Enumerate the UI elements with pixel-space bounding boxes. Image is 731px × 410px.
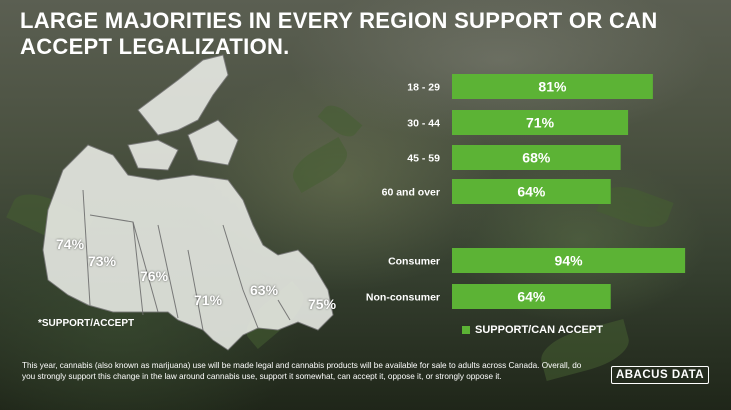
map-footnote: *SUPPORT/ACCEPT	[38, 318, 135, 329]
arctic-islands-shape	[187, 119, 239, 166]
map-label-alberta: 73%	[88, 253, 117, 269]
data-label: 64%	[517, 289, 546, 305]
map-label-bc: 74%	[56, 236, 85, 252]
province-border	[222, 224, 259, 329]
bar-60-and-over	[452, 179, 611, 204]
data-label: 68%	[522, 150, 551, 166]
legend-swatch	[462, 326, 470, 334]
category-label: 30 - 44	[407, 118, 440, 130]
data-label: 71%	[526, 115, 555, 131]
map-label-atlantic: 75%	[308, 296, 337, 312]
category-label: 60 and over	[382, 187, 440, 199]
data-label: 81%	[538, 79, 567, 95]
mainland-shape	[42, 144, 334, 351]
data-label: 94%	[555, 253, 584, 269]
category-label: 45 - 59	[407, 153, 440, 165]
chart-legend: SUPPORT/CAN ACCEPT	[462, 324, 603, 336]
bar-30-44	[452, 110, 629, 135]
bar-18-29	[452, 74, 653, 99]
abacus-data-logo: ABACUS DATA	[611, 366, 709, 384]
province-border	[132, 221, 159, 313]
province-border	[277, 299, 291, 321]
bar-consumer	[452, 248, 686, 273]
category-label: 18 - 29	[407, 82, 440, 94]
category-label: Non-consumer	[366, 292, 440, 304]
data-label: 64%	[517, 184, 546, 200]
map-label-prairies: 76%	[140, 268, 169, 284]
survey-question: This year, cannabis (also known as marij…	[22, 361, 582, 381]
arctic-islands-shape	[127, 139, 179, 171]
slide-title: LARGE MAJORITIES IN EVERY REGION SUPPORT…	[20, 8, 658, 59]
bar-non-consumer	[452, 284, 611, 309]
canada-map	[42, 54, 334, 351]
province-border	[157, 224, 179, 319]
province-border	[187, 249, 204, 331]
map-label-quebec: 63%	[250, 282, 279, 298]
bar-45-59	[452, 145, 621, 170]
map-label-ontario: 71%	[194, 292, 223, 308]
category-label: Consumer	[388, 256, 440, 268]
province-border	[82, 189, 91, 306]
arctic-islands-shape	[137, 54, 229, 136]
legend-label: SUPPORT/CAN ACCEPT	[475, 324, 603, 336]
